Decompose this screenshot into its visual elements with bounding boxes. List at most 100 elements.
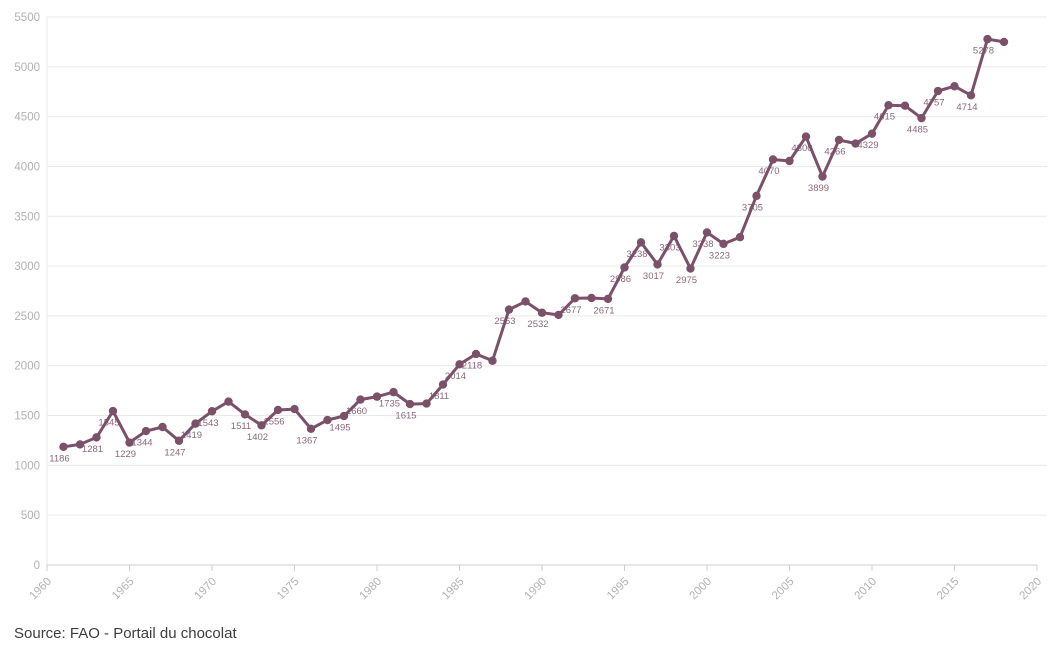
data-point[interactable] (768, 155, 778, 164)
data-point[interactable] (323, 415, 332, 425)
data-point[interactable] (455, 360, 464, 369)
source-caption: Source: FAO - Portail du chocolat (14, 625, 237, 642)
data-point-label: 1511 (231, 421, 251, 432)
x-axis-tick-label: 1960 (28, 576, 55, 603)
data-point[interactable] (372, 392, 382, 401)
data-point[interactable] (636, 238, 646, 247)
x-axis-tick-label: 2010 (853, 576, 880, 603)
data-point[interactable] (438, 380, 448, 389)
data-point[interactable] (59, 442, 68, 452)
data-point[interactable] (966, 91, 976, 100)
data-point-label: 1556 (263, 416, 284, 427)
x-axis-tick-label: 2005 (770, 576, 797, 603)
data-point[interactable] (108, 406, 118, 416)
data-point[interactable] (851, 139, 860, 148)
data-point[interactable] (735, 232, 745, 242)
data-point[interactable] (125, 438, 134, 447)
data-point[interactable] (207, 407, 217, 416)
data-point[interactable] (306, 424, 316, 433)
data-point[interactable] (570, 294, 580, 303)
y-axis-tick-label: 4500 (14, 112, 40, 124)
data-point[interactable] (818, 172, 827, 181)
data-point-label: 1615 (395, 411, 416, 422)
x-axis-tick-label: 1970 (193, 576, 220, 603)
data-point[interactable] (587, 293, 596, 303)
y-axis-tick-label: 2000 (14, 361, 40, 373)
data-point-label: 1545 (98, 418, 119, 429)
data-point[interactable] (92, 433, 101, 442)
y-axis-tick-label: 1000 (14, 460, 40, 472)
data-point-label: 3303 (659, 242, 680, 253)
data-point[interactable] (653, 260, 662, 269)
data-point[interactable] (273, 405, 283, 415)
data-point[interactable] (983, 34, 992, 44)
data-point[interactable] (191, 419, 200, 428)
chart-area: 0 500 1000 1500 2000 2500 3000 3500 4000 4500 5000… (14, 12, 1047, 603)
data-point[interactable] (422, 399, 431, 408)
data-point[interactable] (339, 411, 349, 421)
data-point[interactable] (240, 410, 250, 419)
data-point[interactable] (504, 305, 514, 314)
data-point[interactable] (158, 422, 167, 432)
data-point-label: 2677 (560, 305, 581, 316)
data-point[interactable] (719, 239, 728, 249)
data-point[interactable] (702, 228, 712, 237)
y-axis-tick-label: 5500 (14, 12, 40, 24)
data-point[interactable] (752, 191, 761, 201)
data-point-label: 1344 (131, 438, 152, 449)
data-point[interactable] (999, 37, 1009, 47)
line-chart: 0 500 1000 1500 2000 2500 3000 3500 4000 4500 5000… (14, 12, 1047, 603)
data-point-label: 2118 (462, 360, 482, 371)
data-point[interactable] (554, 310, 563, 320)
data-point[interactable] (537, 308, 547, 317)
data-point-label: 5278 (973, 46, 994, 57)
data-point[interactable] (174, 436, 184, 445)
data-point-label: 3338 (692, 239, 713, 250)
y-axis-tick-label: 500 (21, 510, 40, 522)
y-axis-tick-label: 1500 (14, 411, 40, 423)
data-point[interactable] (620, 263, 629, 272)
data-point[interactable] (257, 421, 266, 430)
data-point[interactable] (389, 387, 398, 397)
data-point[interactable] (950, 82, 959, 91)
y-axis-tick-label: 3000 (14, 261, 40, 273)
data-point[interactable] (488, 356, 497, 365)
data-point-label: 4757 (923, 98, 944, 109)
data-point[interactable] (224, 397, 233, 406)
data-point[interactable] (933, 86, 943, 96)
data-point[interactable] (801, 132, 811, 141)
data-point-label: 4615 (874, 112, 895, 123)
data-point-label: 2014 (445, 371, 466, 382)
data-point-label: 3238 (626, 249, 647, 260)
data-point-label: 3899 (808, 183, 829, 194)
data-point-label: 4485 (907, 125, 928, 136)
data-point[interactable] (884, 100, 893, 110)
data-point[interactable] (917, 113, 926, 123)
data-point[interactable] (834, 135, 844, 145)
data-point-label: 1281 (82, 444, 103, 455)
data-point[interactable] (686, 264, 695, 273)
data-point-label: 1186 (49, 453, 69, 464)
data-point-label: 1660 (346, 406, 367, 417)
data-point[interactable] (785, 156, 794, 166)
data-point-label: 1495 (329, 423, 350, 434)
data-point[interactable] (669, 231, 679, 241)
data-point[interactable] (603, 294, 613, 304)
data-point[interactable] (521, 297, 530, 306)
data-point-label: 1735 (379, 399, 400, 410)
data-point[interactable] (290, 404, 299, 414)
x-axis-tick-label: 2015 (935, 576, 962, 603)
data-point[interactable] (356, 395, 365, 404)
data-point[interactable] (471, 349, 481, 359)
data-point[interactable] (141, 426, 151, 436)
data-point[interactable] (405, 399, 415, 409)
data-point-label: 2975 (676, 275, 697, 286)
data-point[interactable] (900, 101, 910, 110)
data-point[interactable] (75, 440, 85, 449)
data-point-label: 1229 (115, 449, 136, 460)
data-point[interactable] (867, 129, 877, 138)
data-point-label: 1402 (247, 432, 268, 443)
x-axis-tick-label: 1975 (275, 576, 302, 603)
y-axis-tick-label: 5000 (14, 62, 40, 74)
